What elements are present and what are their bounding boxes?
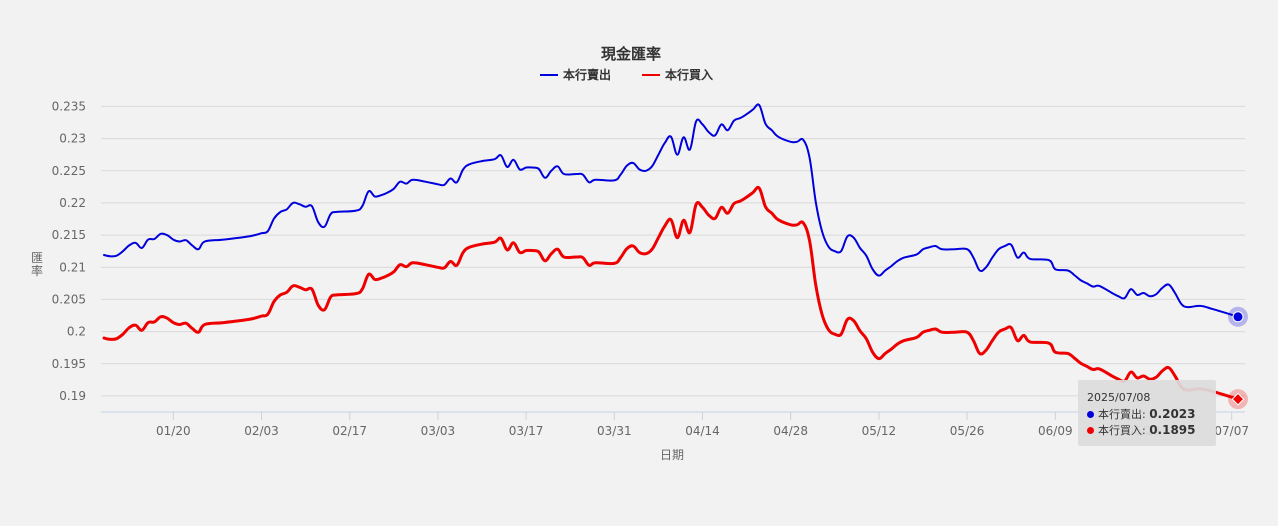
tooltip-label-buy: 本行買入:: [1098, 424, 1150, 437]
y-tick-label: 0.235: [52, 99, 86, 113]
x-tick-label: 02/17: [332, 424, 367, 438]
tooltip: 2025/07/08 本行賣出: 0.2023 本行買入: 0.1895: [1078, 380, 1216, 446]
hover-markers: [1228, 306, 1248, 410]
chart-title: 現金匯率: [601, 45, 661, 63]
x-tick-label: 06/09: [1038, 424, 1073, 438]
x-tick-label: 03/17: [509, 424, 544, 438]
series-line-sell[interactable]: [103, 103, 1239, 318]
x-tick-label: 04/28: [773, 424, 808, 438]
x-tick-label: 03/03: [421, 424, 456, 438]
x-tick-label: 05/26: [950, 424, 985, 438]
series-line-buy[interactable]: [102, 186, 1240, 401]
legend-label-buy: 本行買入: [665, 67, 713, 82]
y-tick-label: 0.215: [52, 228, 86, 242]
y-tick-label: 0.19: [59, 389, 86, 403]
y-tick-label: 0.195: [52, 357, 86, 371]
x-tick-label: 03/31: [597, 424, 632, 438]
legend-item-buy[interactable]: 本行買入: [642, 67, 713, 82]
tooltip-dot-sell-icon: [1087, 411, 1094, 418]
x-tick-label: 07/07: [1214, 424, 1249, 438]
tooltip-value-buy: 0.1895: [1149, 423, 1196, 437]
y-tick-label: 0.21: [59, 260, 86, 274]
x-tick-label: 02/03: [244, 424, 279, 438]
y-tick-label: 0.225: [52, 164, 86, 178]
tooltip-row-buy: 本行買入: 0.1895: [1087, 422, 1208, 438]
tooltip-date: 2025/07/08: [1087, 391, 1151, 404]
x-tick-label: 01/20: [156, 424, 191, 438]
tooltip-dot-buy-icon: [1087, 427, 1094, 434]
y-axis-title: 匯率: [31, 251, 43, 278]
tooltip-value-sell: 0.2023: [1149, 407, 1196, 421]
y-tick-label: 0.205: [52, 292, 86, 306]
y-tick-label: 0.23: [59, 132, 86, 146]
y-tick-label: 0.22: [59, 196, 86, 210]
y-axis-ticks: 0.19 0.195 0.2 0.205 0.21 0.215 0.22 0.225 0.23 0…: [52, 99, 86, 402]
legend-item-sell[interactable]: 本行賣出: [540, 67, 611, 82]
x-axis-title: 日期: [660, 448, 684, 462]
y-tick-label: 0.2: [67, 325, 86, 339]
legend-label-sell: 本行賣出: [563, 67, 611, 82]
series-lines: [102, 103, 1240, 401]
x-axis-ticks: 01/20 02/03 02/17 03/03 03/17 03/31 04/14 04/28…: [156, 412, 1249, 438]
x-tick-label: 04/14: [685, 424, 720, 438]
tooltip-row-sell: 本行賣出: 0.2023: [1087, 406, 1208, 422]
legend: 本行賣出 本行買入: [540, 67, 713, 82]
hover-marker-buy[interactable]: [1231, 392, 1245, 406]
tooltip-label-sell: 本行賣出:: [1098, 408, 1150, 421]
grid-lines: [101, 105, 1245, 397]
hover-marker-sell[interactable]: [1232, 311, 1244, 323]
x-tick-label: 05/12: [862, 424, 897, 438]
